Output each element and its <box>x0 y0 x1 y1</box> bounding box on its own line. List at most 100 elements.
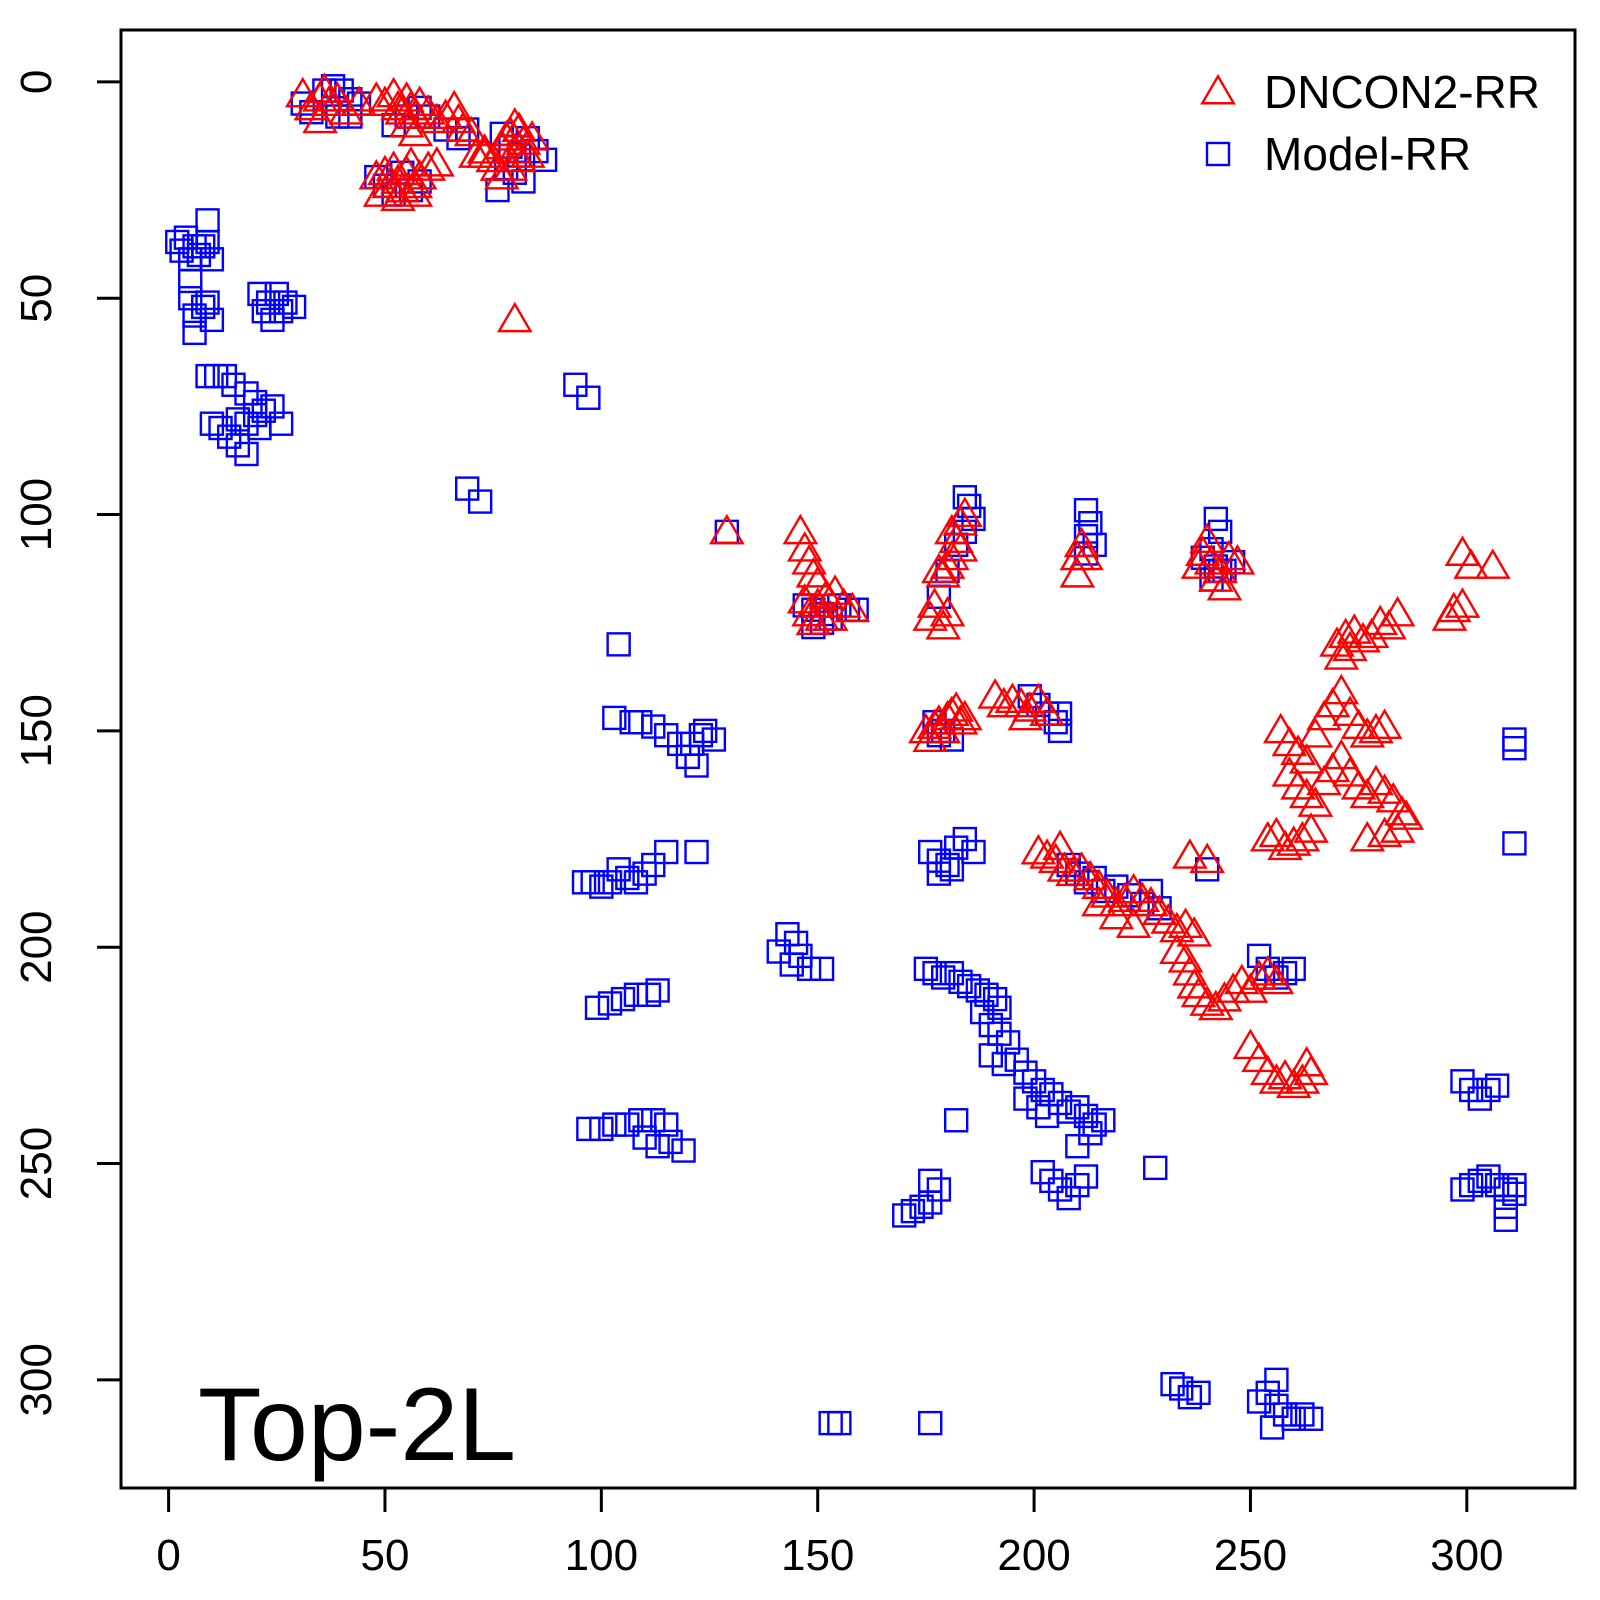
triangle-point <box>1063 851 1100 882</box>
triangle-point <box>1172 838 1208 869</box>
square-point <box>636 982 662 1007</box>
triangle-point <box>1323 738 1360 770</box>
square-point <box>260 307 285 333</box>
square-point <box>1493 1194 1518 1219</box>
square-point <box>1143 1155 1168 1181</box>
triangle-point <box>1267 829 1303 861</box>
square-point <box>688 723 714 748</box>
triangle-point <box>1262 712 1299 744</box>
triangle-point <box>1288 743 1325 774</box>
square-point <box>692 718 718 744</box>
data-marks <box>165 72 1527 1440</box>
triangle-point <box>501 141 537 173</box>
square-point <box>775 922 800 947</box>
square-point <box>1082 1112 1107 1137</box>
square-point <box>918 1410 943 1436</box>
square-point <box>1502 727 1527 752</box>
square-point <box>247 281 272 307</box>
square-point <box>1246 943 1272 969</box>
square-point <box>1207 519 1233 545</box>
square-point <box>1073 1103 1099 1129</box>
x-tick-label: 200 <box>997 1531 1070 1580</box>
legend-label: Model-RR <box>1264 128 1471 180</box>
square-point <box>667 731 692 757</box>
triangle-point <box>947 699 983 731</box>
square-point <box>1078 1121 1103 1146</box>
triangle-point <box>1081 885 1117 917</box>
square-point <box>961 839 986 865</box>
triangle-point <box>496 301 533 333</box>
square-point <box>926 1177 952 1202</box>
square-point <box>1160 1371 1185 1397</box>
square-point <box>1013 1086 1038 1111</box>
square-point <box>290 91 315 116</box>
triangle-point <box>1159 933 1195 964</box>
square-point <box>1026 1095 1051 1120</box>
triangle-point <box>1059 556 1096 588</box>
triangle-point <box>916 587 953 618</box>
triangle-point <box>834 591 871 623</box>
square-point <box>641 714 666 739</box>
square-point <box>1246 1389 1272 1414</box>
triangle-point <box>1133 885 1169 917</box>
square-point <box>195 290 220 315</box>
triangle-point <box>1284 820 1321 852</box>
triangle-point <box>1180 976 1217 1008</box>
square-point <box>195 363 220 389</box>
square-point <box>982 986 1008 1012</box>
square-point <box>926 861 952 886</box>
square-point <box>931 965 956 990</box>
triangle-point <box>1297 717 1334 748</box>
triangle-point <box>1366 816 1403 848</box>
square-point <box>1194 857 1220 882</box>
square-point <box>654 723 679 748</box>
square-point <box>1502 831 1527 856</box>
square-point <box>1467 1086 1492 1111</box>
panel-annotation: Top-2L <box>198 1367 516 1483</box>
square-point <box>191 294 216 320</box>
triangle-point <box>1189 522 1226 553</box>
triangle-point <box>1345 621 1381 653</box>
legend-triangle-icon <box>1200 73 1236 105</box>
triangle-point <box>410 94 447 125</box>
triangle-point <box>786 531 823 562</box>
square-point <box>779 952 804 977</box>
square-point <box>191 234 216 259</box>
triangle-point <box>1007 699 1044 731</box>
triangle-point <box>1323 639 1360 670</box>
square-point <box>247 415 272 441</box>
square-point <box>260 394 285 419</box>
triangle-point <box>977 678 1013 709</box>
triangle-point <box>1063 526 1100 558</box>
triangle-point <box>1206 980 1243 1012</box>
triangle-point <box>1280 734 1316 765</box>
triangle-point <box>1124 881 1161 913</box>
triangle-point <box>1444 535 1481 566</box>
square-point <box>671 1138 696 1163</box>
square-point <box>165 229 190 255</box>
square-point <box>602 1112 627 1137</box>
triangle-point <box>1349 717 1386 748</box>
triangle-point <box>514 120 550 151</box>
square-point <box>948 969 973 995</box>
triangle-point <box>1172 955 1208 986</box>
square-point <box>234 441 259 467</box>
triangle-point <box>1249 955 1286 986</box>
square-point <box>268 411 294 436</box>
square-point <box>602 705 627 731</box>
square-point <box>788 943 813 969</box>
square-point <box>597 870 623 895</box>
square-point <box>978 1043 1004 1068</box>
square-point <box>645 1134 670 1159</box>
y-tick-label: 150 <box>12 694 61 767</box>
triangle-point <box>401 85 438 116</box>
triangle-point <box>1210 539 1247 571</box>
triangle-point <box>994 682 1031 714</box>
triangle-point <box>397 176 434 207</box>
square-point <box>1177 1384 1203 1410</box>
triangle-point <box>501 111 537 142</box>
triangle-point <box>1167 942 1204 973</box>
square-point <box>827 1410 852 1436</box>
square-point <box>1091 1108 1116 1133</box>
square-point <box>182 303 207 328</box>
